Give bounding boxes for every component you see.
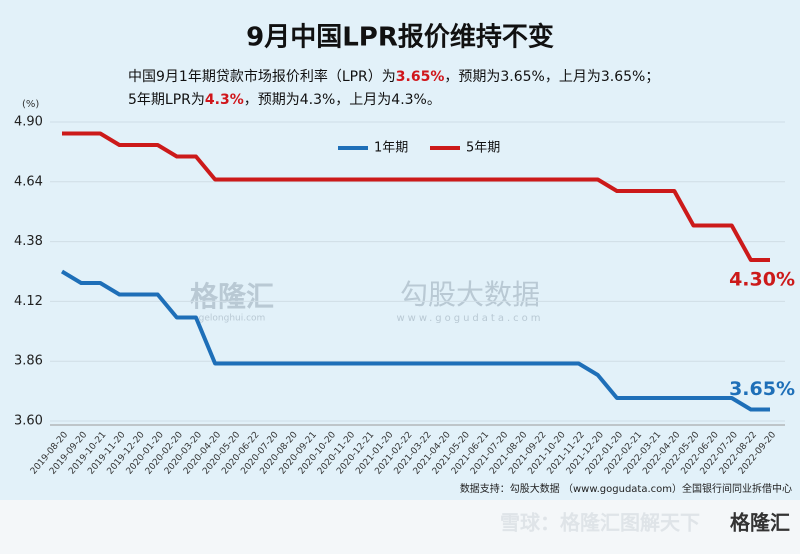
watermark: www.gogudata.com <box>396 313 543 324</box>
watermark: 勾股大数据 <box>400 278 540 311</box>
y-tick-label: 4.38 <box>14 234 43 249</box>
footer-text: 雪球：格隆汇图解天下 <box>500 511 700 535</box>
watermark: 格隆汇 <box>190 280 274 313</box>
subtitle: 5年期LPR为4.3%，预期为4.3%，上月为4.3%。 <box>128 92 441 108</box>
source: 数据支持：勾股大数据 （www.gogudata.com）全国银行间同业拆借中心 <box>460 482 792 495</box>
legend-label: 5年期 <box>466 141 500 156</box>
y-tick-label: 4.12 <box>14 294 43 309</box>
y-tick-label: 3.86 <box>14 354 43 369</box>
subtitle-part: ，预期为4.3%，上月为4.3%。 <box>244 92 441 108</box>
y-tick-label: 4.90 <box>14 115 43 130</box>
legend-label: 1年期 <box>374 141 408 156</box>
value-label: 4.30% <box>729 269 795 291</box>
value-label: 3.65% <box>729 378 795 400</box>
watermark: gelonghui.com <box>199 314 266 324</box>
footer-band <box>0 500 800 554</box>
subtitle-part: 5年期LPR为 <box>128 92 205 108</box>
y-tick-label: 3.60 <box>14 414 43 429</box>
subtitle-part: 中国9月1年期贷款市场报价利率（LPR）为 <box>128 68 396 85</box>
subtitle: 中国9月1年期贷款市场报价利率（LPR）为3.65%，预期为3.65%，上月为3… <box>128 68 659 85</box>
subtitle-part: ，预期为3.65%，上月为3.65%； <box>444 69 659 85</box>
line <box>60 269 770 412</box>
footer-logo: 格隆汇 <box>730 511 790 535</box>
subtitle-part: 4.3% <box>205 92 244 108</box>
y-tick-label: 4.64 <box>14 174 43 189</box>
subtitle-part: 3.65% <box>396 69 445 85</box>
chart-title: 9月中国LPR报价维持不变 <box>246 22 554 53</box>
line <box>62 131 770 262</box>
y-unit: (%) <box>22 99 39 110</box>
